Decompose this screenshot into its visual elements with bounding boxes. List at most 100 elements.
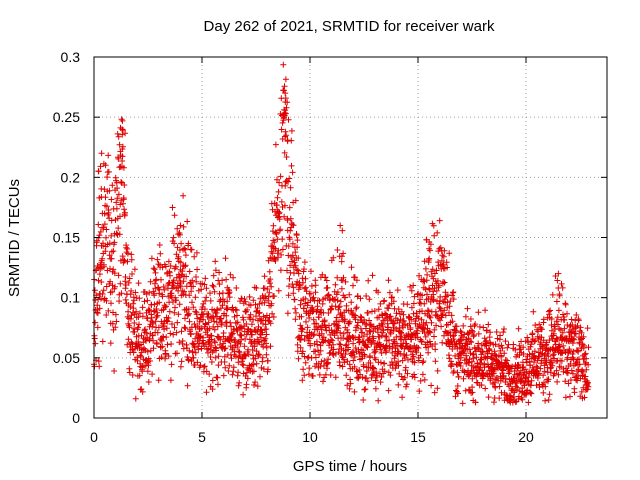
data-point: [338, 285, 345, 292]
data-point: [206, 371, 213, 378]
data-point: [151, 292, 158, 299]
data-point: [481, 364, 488, 371]
data-point: [194, 266, 201, 273]
data-point: [312, 354, 319, 361]
data-point: [496, 395, 503, 402]
data-point: [472, 399, 479, 406]
data-point: [234, 328, 241, 334]
data-point: [433, 267, 440, 274]
data-point: [334, 274, 341, 281]
data-point: [132, 395, 139, 402]
y-axis-label: SRMTID / TECUs: [6, 179, 23, 297]
data-point: [567, 377, 574, 383]
data-point: [571, 389, 578, 396]
data-point: [278, 126, 285, 133]
data-point: [267, 276, 274, 283]
data-point: [99, 291, 106, 297]
data-point: [167, 272, 173, 279]
data-point: [222, 255, 229, 262]
data-point: [100, 287, 107, 294]
data-point: [375, 397, 382, 404]
data-point: [219, 302, 226, 309]
data-point: [291, 296, 298, 303]
data-point: [314, 341, 321, 348]
data-point: [120, 195, 127, 201]
data-point: [570, 356, 577, 363]
data-point: [306, 365, 313, 372]
data-point: [205, 319, 212, 326]
data-point: [572, 330, 579, 337]
data-point: [550, 330, 557, 337]
data-point: [136, 372, 143, 379]
data-point: [319, 271, 326, 278]
data-point: [284, 138, 291, 145]
data-point: [499, 370, 506, 377]
data-point: [186, 310, 192, 317]
data-point: [271, 239, 278, 246]
data-point: [206, 325, 213, 332]
data-point: [159, 293, 166, 300]
data-point: [94, 310, 101, 317]
data-point: [286, 283, 292, 290]
data-point: [340, 335, 347, 341]
data-point: [148, 314, 155, 321]
data-point: [141, 298, 148, 305]
data-point: [160, 283, 167, 290]
data-point: [165, 258, 172, 265]
data-point: [282, 76, 289, 83]
data-point: [198, 286, 205, 293]
data-point: [167, 263, 174, 269]
data-point: [320, 378, 326, 385]
data-point: [189, 299, 195, 306]
data-point: [101, 261, 107, 268]
data-point: [250, 316, 257, 323]
data-point: [364, 378, 371, 385]
data-point: [223, 276, 230, 283]
data-point: [177, 259, 184, 266]
data-point: [92, 319, 99, 326]
data-point: [363, 293, 370, 299]
data-point: [441, 279, 448, 286]
data-point: [260, 343, 267, 350]
data-point: [266, 268, 273, 275]
data-point: [268, 283, 275, 290]
data-point: [536, 321, 543, 328]
data-point: [277, 173, 284, 180]
data-point: [504, 344, 511, 351]
data-point: [212, 267, 219, 274]
data-point: [375, 289, 382, 296]
data-point: [422, 333, 429, 340]
data-point: [209, 386, 216, 393]
data-point: [482, 385, 489, 392]
data-point: [116, 231, 123, 238]
data-point: [292, 316, 299, 323]
data-point: [144, 297, 151, 304]
data-point: [418, 316, 425, 323]
data-point: [148, 255, 155, 262]
data-point: [319, 322, 325, 329]
data-point: [155, 377, 162, 384]
data-point: [122, 209, 128, 216]
data-point: [97, 163, 104, 170]
data-point: [335, 304, 342, 311]
data-point: [191, 344, 198, 351]
data-point: [554, 336, 561, 343]
data-point: [228, 331, 235, 338]
data-point: [95, 277, 102, 284]
data-point: [515, 393, 522, 400]
y-tick-label: 0.2: [61, 169, 81, 185]
data-point: [124, 341, 131, 348]
data-point: [149, 371, 156, 378]
data-point: [175, 231, 182, 238]
data-point: [430, 222, 437, 229]
data-point: [191, 321, 198, 327]
data-point: [275, 247, 282, 254]
data-point: [268, 300, 275, 307]
data-point: [310, 373, 316, 379]
data-point: [325, 310, 332, 316]
data-point: [560, 342, 567, 349]
data-point: [581, 394, 588, 401]
data-point: [108, 217, 115, 224]
data-point: [124, 250, 131, 257]
data-point: [461, 331, 468, 338]
